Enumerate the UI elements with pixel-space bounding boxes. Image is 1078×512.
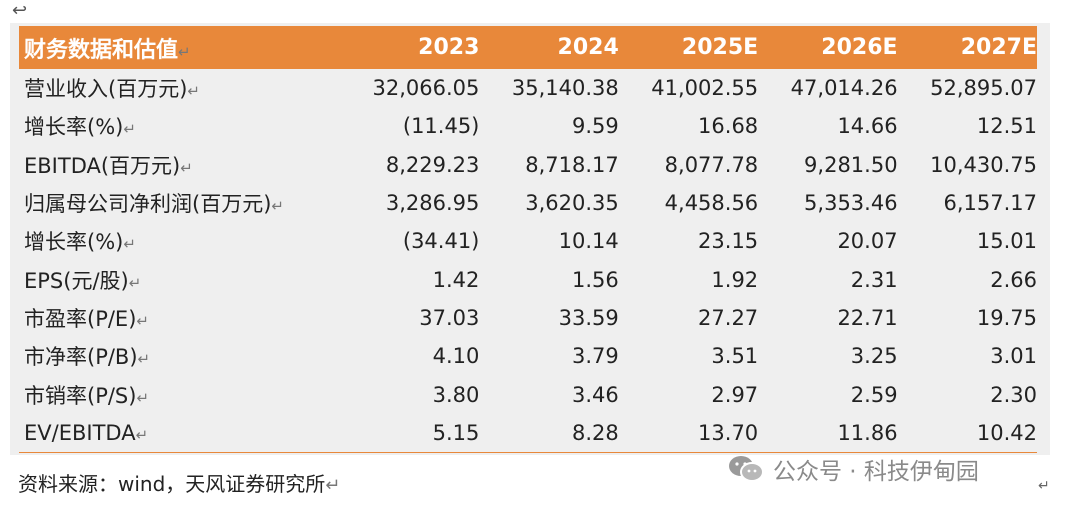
value-cell: 20.07 <box>837 229 898 254</box>
value-cell: 3.46 <box>572 382 619 407</box>
row-label: EV/EBITDA↵ <box>19 413 340 453</box>
paragraph-mark-icon: ↵ <box>1038 478 1050 494</box>
watermark: 公众号 · 科技伊甸园 <box>727 454 979 485</box>
value-cell: 14.66 <box>837 114 898 139</box>
header-cell: 2026E <box>758 26 898 69</box>
value-cell: 8,229.23 <box>385 152 480 177</box>
value-cell: 3,620.35 <box>525 191 619 216</box>
value-cell: 15.01 <box>976 229 1037 254</box>
wechat-icon <box>729 456 764 482</box>
value-cell: 33.59 <box>558 305 619 330</box>
table-row: 归属母公司净利润(百万元)↵ 3,286.95 3,620.35 4,458.56 5,… <box>19 184 1037 222</box>
row-label: 市净率(P/B)↵ <box>24 345 151 370</box>
table-row: EPS(元/股)↵ 1.42 1.56 1.92 2.31 2.66 <box>19 260 1037 298</box>
value-cell: 9.59 <box>572 114 619 139</box>
value-cell: 10.42 <box>897 413 1037 453</box>
value-cell: 1.92 <box>711 267 759 292</box>
value-cell: 3.51 <box>711 344 759 369</box>
row-label: EBITDA(百万元)↵ <box>24 153 193 178</box>
table-row: 增长率(%)↵ (34.41) 10.14 23.15 20.07 15.01 <box>19 222 1037 260</box>
value-cell: 5,353.46 <box>804 191 898 216</box>
value-cell: 35,140.38 <box>511 76 619 101</box>
source-note: 资料来源：wind，天风证券研究所↵ <box>18 472 341 496</box>
row-label: 增长率(%)↵ <box>24 115 136 140</box>
value-cell: 47,014.26 <box>790 76 898 101</box>
value-cell: 10,430.75 <box>930 152 1037 177</box>
table-row: EBITDA(百万元)↵ 8,229.23 8,718.17 8,077.78 9,28… <box>19 146 1037 184</box>
value-cell: 3.25 <box>850 344 898 369</box>
row-label: 市销率(P/S)↵ <box>24 383 150 408</box>
value-cell: 2.31 <box>850 267 898 292</box>
value-cell: (11.45) <box>402 114 480 139</box>
value-cell: 22.71 <box>837 305 898 330</box>
value-cell: 3,286.95 <box>385 191 480 216</box>
value-cell: 16.68 <box>698 114 759 139</box>
table-row: 市净率(P/B)↵ 4.10 3.79 3.51 3.25 3.01 <box>19 337 1037 375</box>
value-cell: 2.97 <box>711 382 759 407</box>
watermark-text: 公众号 · 科技伊甸园 <box>773 459 979 485</box>
row-label: 营业收入(百万元)↵ <box>24 77 200 102</box>
financial-table: 财务数据和估值↵ 2023 2024 2025E 2026E 2027E 营业收… <box>19 26 1037 453</box>
value-cell: 41,002.55 <box>651 76 759 101</box>
value-cell: 2.59 <box>850 382 898 407</box>
value-cell: (34.41) <box>402 229 480 254</box>
value-cell: 37.03 <box>419 305 480 330</box>
value-cell: 8,077.78 <box>664 152 759 177</box>
header-cell: 财务数据和估值↵ <box>19 26 340 69</box>
value-cell: 13.70 <box>618 413 759 453</box>
financial-table-container: 财务数据和估值↵ 2023 2024 2025E 2026E 2027E 营业收… <box>10 23 1050 455</box>
value-cell: 4.10 <box>432 344 480 369</box>
header-cell: 2027E <box>897 26 1037 69</box>
table-row: 增长率(%)↵ (11.45) 9.59 16.68 14.66 12.51 <box>19 107 1037 145</box>
value-cell: 3.80 <box>432 382 480 407</box>
table-row: 营业收入(百万元)↵ 32,066.05 35,140.38 41,002.55 47,… <box>19 69 1037 107</box>
table-row: 市盈率(P/E)↵ 37.03 33.59 27.27 22.71 19.75 <box>19 299 1037 337</box>
value-cell: 8.28 <box>479 413 619 453</box>
header-cell: 2023 <box>340 26 480 69</box>
header-cell: 2025E <box>618 26 759 69</box>
value-cell: 3.79 <box>572 344 619 369</box>
value-cell: 8,718.17 <box>525 152 619 177</box>
row-label: 市盈率(P/E)↵ <box>24 306 149 331</box>
table-header-row: 财务数据和估值↵ 2023 2024 2025E 2026E 2027E <box>19 26 1037 69</box>
value-cell: 6,157.17 <box>943 191 1037 216</box>
value-cell: 5.15 <box>340 413 480 453</box>
value-cell: 52,895.07 <box>930 76 1037 101</box>
table-row: 市销率(P/S)↵ 3.80 3.46 2.97 2.59 2.30 <box>19 375 1037 413</box>
value-cell: 10.14 <box>558 229 619 254</box>
return-arrow-icon: ↩ <box>12 0 28 21</box>
value-cell: 2.30 <box>990 382 1037 407</box>
row-label: EPS(元/股)↵ <box>24 268 142 293</box>
value-cell: 19.75 <box>976 305 1037 330</box>
value-cell: 1.56 <box>572 267 619 292</box>
row-label: 增长率(%)↵ <box>24 230 136 255</box>
row-label: 归属母公司净利润(百万元)↵ <box>24 192 284 217</box>
value-cell: 2.66 <box>990 267 1037 292</box>
value-cell: 3.01 <box>990 344 1037 369</box>
value-cell: 32,066.05 <box>372 76 480 101</box>
value-cell: 4,458.56 <box>664 191 759 216</box>
value-cell: 27.27 <box>698 305 759 330</box>
value-cell: 1.42 <box>432 267 480 292</box>
header-cell: 2024 <box>479 26 619 69</box>
value-cell: 9,281.50 <box>804 152 898 177</box>
value-cell: 23.15 <box>698 229 759 254</box>
value-cell: 12.51 <box>976 114 1037 139</box>
table-row: EV/EBITDA↵ 5.15 8.28 13.70 11.86 10.42 <box>19 413 1037 453</box>
value-cell: 11.86 <box>758 413 898 453</box>
